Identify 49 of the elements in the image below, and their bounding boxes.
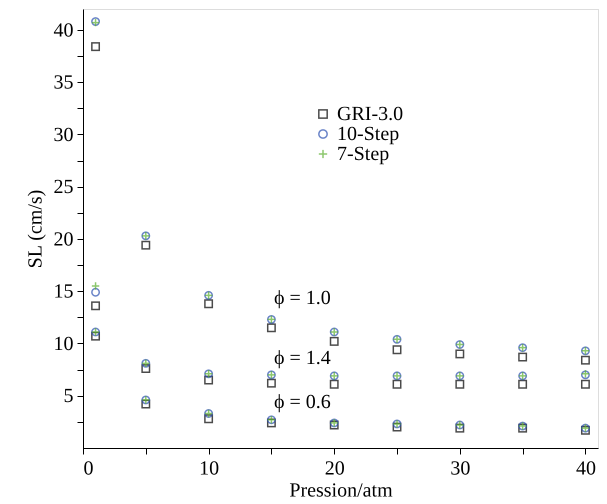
point [518,424,528,433]
point [455,380,464,389]
y-tick-label: 15 [54,280,74,303]
point [91,301,100,310]
y-tick-label: 25 [54,176,74,198]
x-axis-title: Pression/atm [289,480,394,502]
x-tick-label: 10 [199,458,220,480]
point [91,282,100,290]
annotation: ϕ = 0.6 [274,391,331,413]
point [580,356,590,365]
point [330,380,339,389]
point [330,336,339,346]
y-tick-label: 5 [64,385,74,408]
point [392,380,402,389]
point [392,422,402,432]
point [518,352,528,362]
y-tick-label: 35 [54,72,74,94]
point [580,380,590,389]
legend-label: GRI-3.0 [337,103,404,125]
legend-label: 7-Step [337,143,390,165]
point [91,288,100,297]
point [455,349,464,358]
point [204,376,214,385]
point [91,42,100,52]
point [330,420,339,430]
annotation: ϕ = 1.4 [274,347,331,369]
point [204,299,214,308]
point [392,345,402,354]
point [266,418,276,428]
point [204,414,214,424]
y-axis-title: SL (cm/s) [24,190,46,268]
point [141,240,150,250]
point [266,323,276,332]
point [266,378,276,388]
legend-label: 10-Step [337,123,400,145]
x-tick-label: 30 [450,458,470,480]
x-tick-label: 20 [324,458,345,480]
y-tick-label: 20 [54,228,74,250]
point [141,364,150,374]
y-tick-label: 40 [54,19,74,42]
point [518,380,528,389]
point [141,400,150,409]
point [91,332,100,341]
y-tick-label: 10 [54,332,74,355]
x-tick-label: 0 [84,458,94,480]
x-tick-label: 40 [576,458,596,480]
point [455,424,464,433]
annotation: ϕ = 1.0 [274,287,331,309]
y-tick-label: 30 [54,124,74,146]
